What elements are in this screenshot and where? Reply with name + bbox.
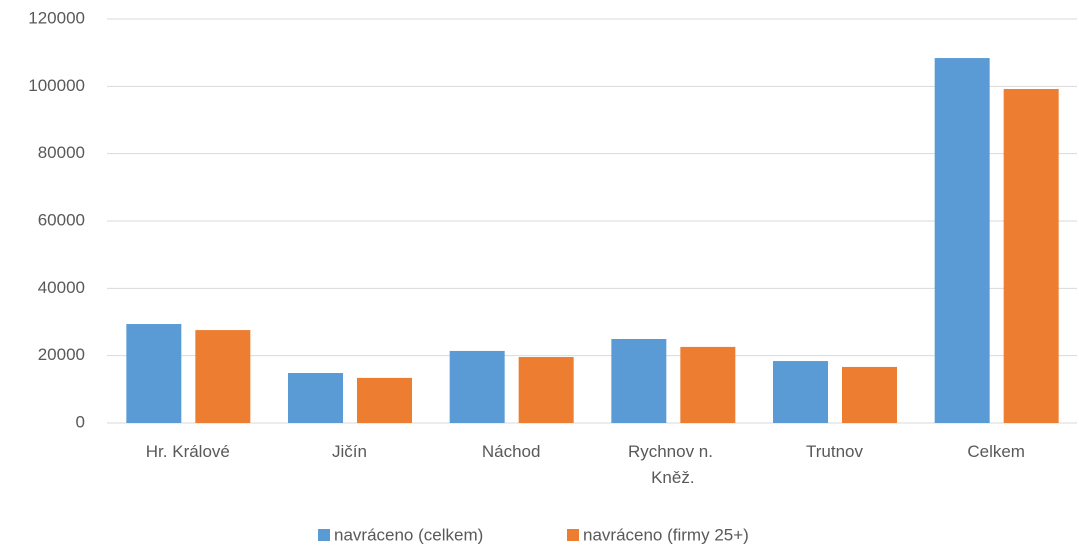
bar <box>842 366 897 423</box>
y-tick-label: 60000 <box>38 210 85 229</box>
x-tick-label: Celkem <box>967 442 1025 461</box>
x-tick-label: Náchod <box>482 442 541 461</box>
bar <box>288 373 343 423</box>
bar <box>773 361 828 423</box>
bar <box>195 330 251 423</box>
legend-swatch <box>318 529 330 541</box>
bar <box>449 350 505 423</box>
legend-label: navráceno (firmy 25+) <box>583 525 749 544</box>
bar <box>1003 89 1059 423</box>
x-tick-label: Hr. Králové <box>146 442 230 461</box>
x-tick-label: Jičín <box>332 442 367 461</box>
legend-swatch <box>567 529 579 541</box>
bar <box>680 346 736 423</box>
y-tick-label: 40000 <box>38 278 85 297</box>
x-tick-label: Rychnov n. Kněž. <box>628 442 718 487</box>
x-tick-label: Trutnov <box>806 442 864 461</box>
legend-label: navráceno (celkem) <box>334 525 483 544</box>
y-tick-label: 120000 <box>28 8 85 27</box>
y-tick-label: 0 <box>76 412 85 431</box>
bar <box>357 377 412 423</box>
bar <box>518 357 574 423</box>
y-tick-label: 80000 <box>38 143 85 162</box>
bar <box>126 324 182 423</box>
bar <box>934 58 990 423</box>
y-tick-label: 20000 <box>38 345 85 364</box>
y-tick-label: 100000 <box>28 76 85 95</box>
bar <box>611 339 667 423</box>
